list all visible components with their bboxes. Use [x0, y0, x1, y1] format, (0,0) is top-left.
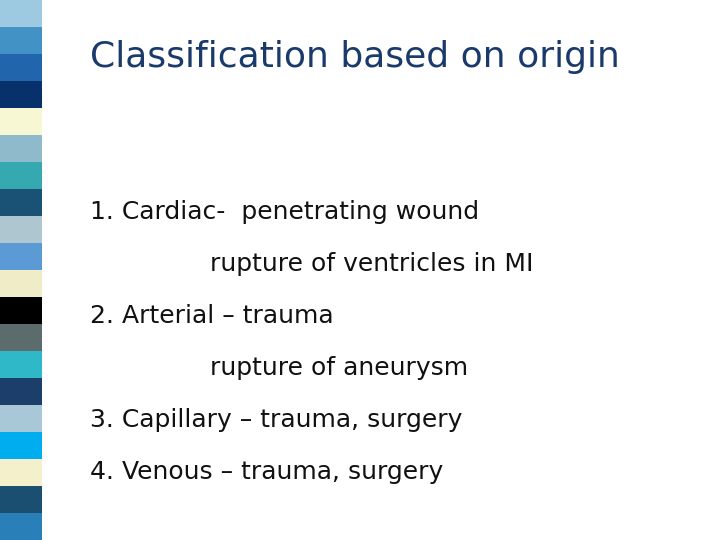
Text: 2. Arterial – trauma: 2. Arterial – trauma [90, 304, 333, 328]
Bar [0, 351, 42, 378]
Bar [0, 432, 42, 459]
Bar [0, 54, 42, 81]
Bar [0, 378, 42, 405]
Bar [0, 459, 42, 486]
Bar [0, 81, 42, 108]
Bar [0, 270, 42, 297]
Bar [0, 27, 42, 54]
Bar [0, 405, 42, 432]
Bar [0, 0, 42, 27]
Bar [0, 297, 42, 324]
Text: rupture of aneurysm: rupture of aneurysm [90, 356, 468, 380]
Bar [0, 324, 42, 351]
Bar [0, 135, 42, 162]
Bar [0, 243, 42, 270]
Bar [0, 486, 42, 513]
Text: 3. Capillary – trauma, surgery: 3. Capillary – trauma, surgery [90, 408, 462, 432]
Bar [0, 162, 42, 189]
Text: 4. Venous – trauma, surgery: 4. Venous – trauma, surgery [90, 460, 444, 484]
Bar [0, 108, 42, 135]
Bar [0, 513, 42, 540]
Text: rupture of ventricles in MI: rupture of ventricles in MI [90, 252, 534, 276]
Bar [0, 216, 42, 243]
Bar [0, 189, 42, 216]
Text: Classification based on origin: Classification based on origin [90, 40, 620, 74]
Text: 1. Cardiac-  penetrating wound: 1. Cardiac- penetrating wound [90, 200, 479, 224]
